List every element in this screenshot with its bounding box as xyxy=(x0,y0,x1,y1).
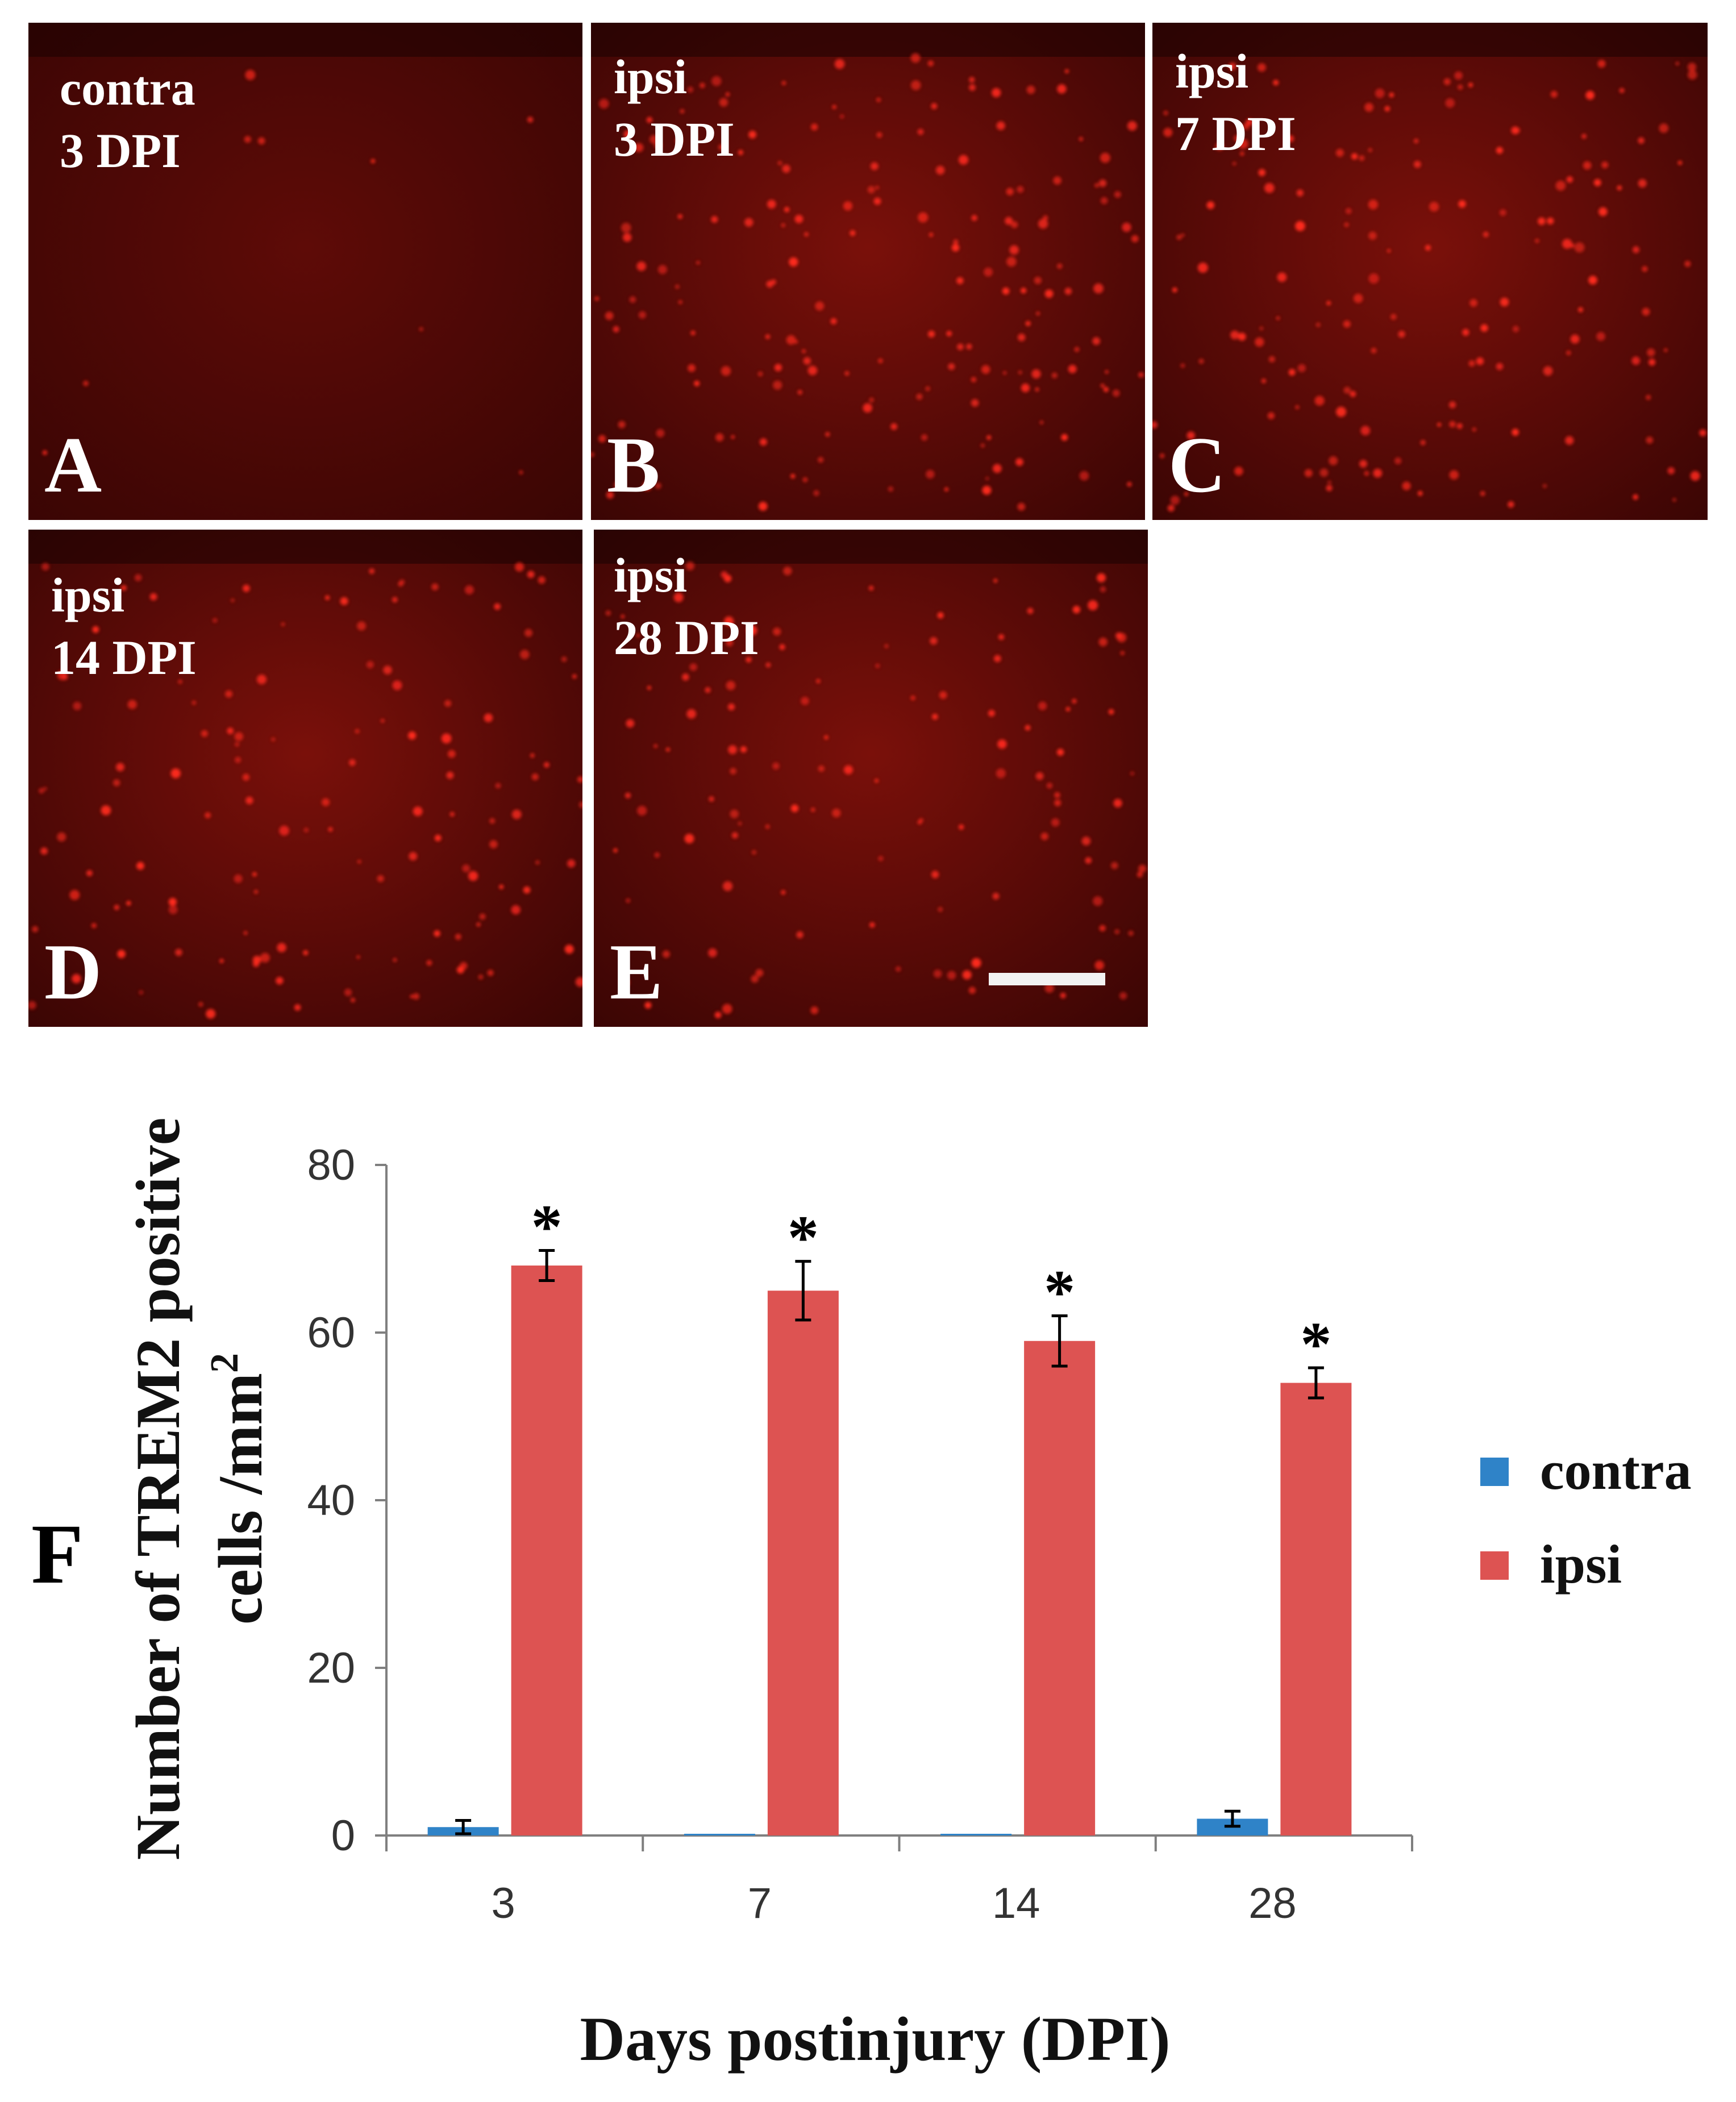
panel-b-condition: ipsi 3 DPI xyxy=(614,49,735,167)
y-tick-label: 40 xyxy=(307,1476,355,1525)
significance-mark: * xyxy=(1044,1258,1075,1327)
panel-e-letter: E xyxy=(610,928,663,1016)
x-tick-label: 3 xyxy=(491,1879,515,1928)
y-tick-label: 80 xyxy=(307,1141,355,1189)
legend-swatch-ipsi xyxy=(1480,1551,1509,1580)
x-tick-label: 28 xyxy=(1248,1879,1297,1928)
bar-ipsi-14 xyxy=(1024,1341,1096,1835)
panel-a-condition: contra 3 DPI xyxy=(60,61,195,178)
bar-ipsi-3 xyxy=(511,1266,582,1835)
significance-mark: * xyxy=(788,1203,819,1272)
bar-contra-7 xyxy=(684,1834,755,1835)
panel-e-condition: ipsi 28 DPI xyxy=(614,548,759,665)
y-tick-label: 0 xyxy=(331,1812,355,1860)
micrograph-d-image xyxy=(28,530,582,1027)
x-tick-label: 7 xyxy=(748,1879,772,1928)
y-tick-label: 60 xyxy=(307,1309,355,1357)
significance-mark: * xyxy=(531,1192,563,1261)
scale-bar xyxy=(989,973,1105,985)
micrograph-panel-e: ipsi 28 DPI E xyxy=(594,530,1148,1027)
y-axis-title-line1: Number of TREM2 positive xyxy=(123,1118,193,1860)
significance-mark: * xyxy=(1300,1309,1331,1379)
legend-swatch-contra xyxy=(1480,1458,1509,1486)
micrograph-panel-d: ipsi 14 DPI D xyxy=(28,530,582,1027)
bar-ipsi-7 xyxy=(767,1291,839,1835)
micrograph-c-image xyxy=(1152,23,1708,520)
panel-c-condition: ipsi 7 DPI xyxy=(1175,44,1296,161)
panel-d-condition: ipsi 14 DPI xyxy=(51,568,197,685)
x-axis-title: Days postinjury (DPI) xyxy=(580,2004,1171,2074)
micrograph-panel-c: ipsi 7 DPI C xyxy=(1152,23,1708,520)
panel-f-letter: F xyxy=(31,1507,84,1601)
y-tick-label: 20 xyxy=(307,1644,355,1692)
panel-a-letter: A xyxy=(44,421,102,509)
panel-c-letter: C xyxy=(1168,421,1226,509)
panel-d-letter: D xyxy=(44,928,102,1016)
micrograph-e-image xyxy=(594,530,1148,1027)
micrograph-b-image xyxy=(591,23,1145,520)
panel-b-letter: B xyxy=(607,421,660,509)
legend-label-contra: contra xyxy=(1540,1440,1692,1501)
micrograph-a-image xyxy=(28,23,582,520)
micrograph-panel-a: contra 3 DPI A xyxy=(28,23,582,520)
bar-contra-14 xyxy=(940,1834,1012,1835)
y-axis-title-line2: cells /mm2 xyxy=(203,1353,275,1625)
legend-label-ipsi: ipsi xyxy=(1540,1534,1622,1595)
bar-ipsi-28 xyxy=(1280,1383,1352,1835)
x-tick-label: 14 xyxy=(992,1879,1040,1928)
micrograph-panel-b: ipsi 3 DPI B xyxy=(591,23,1145,520)
